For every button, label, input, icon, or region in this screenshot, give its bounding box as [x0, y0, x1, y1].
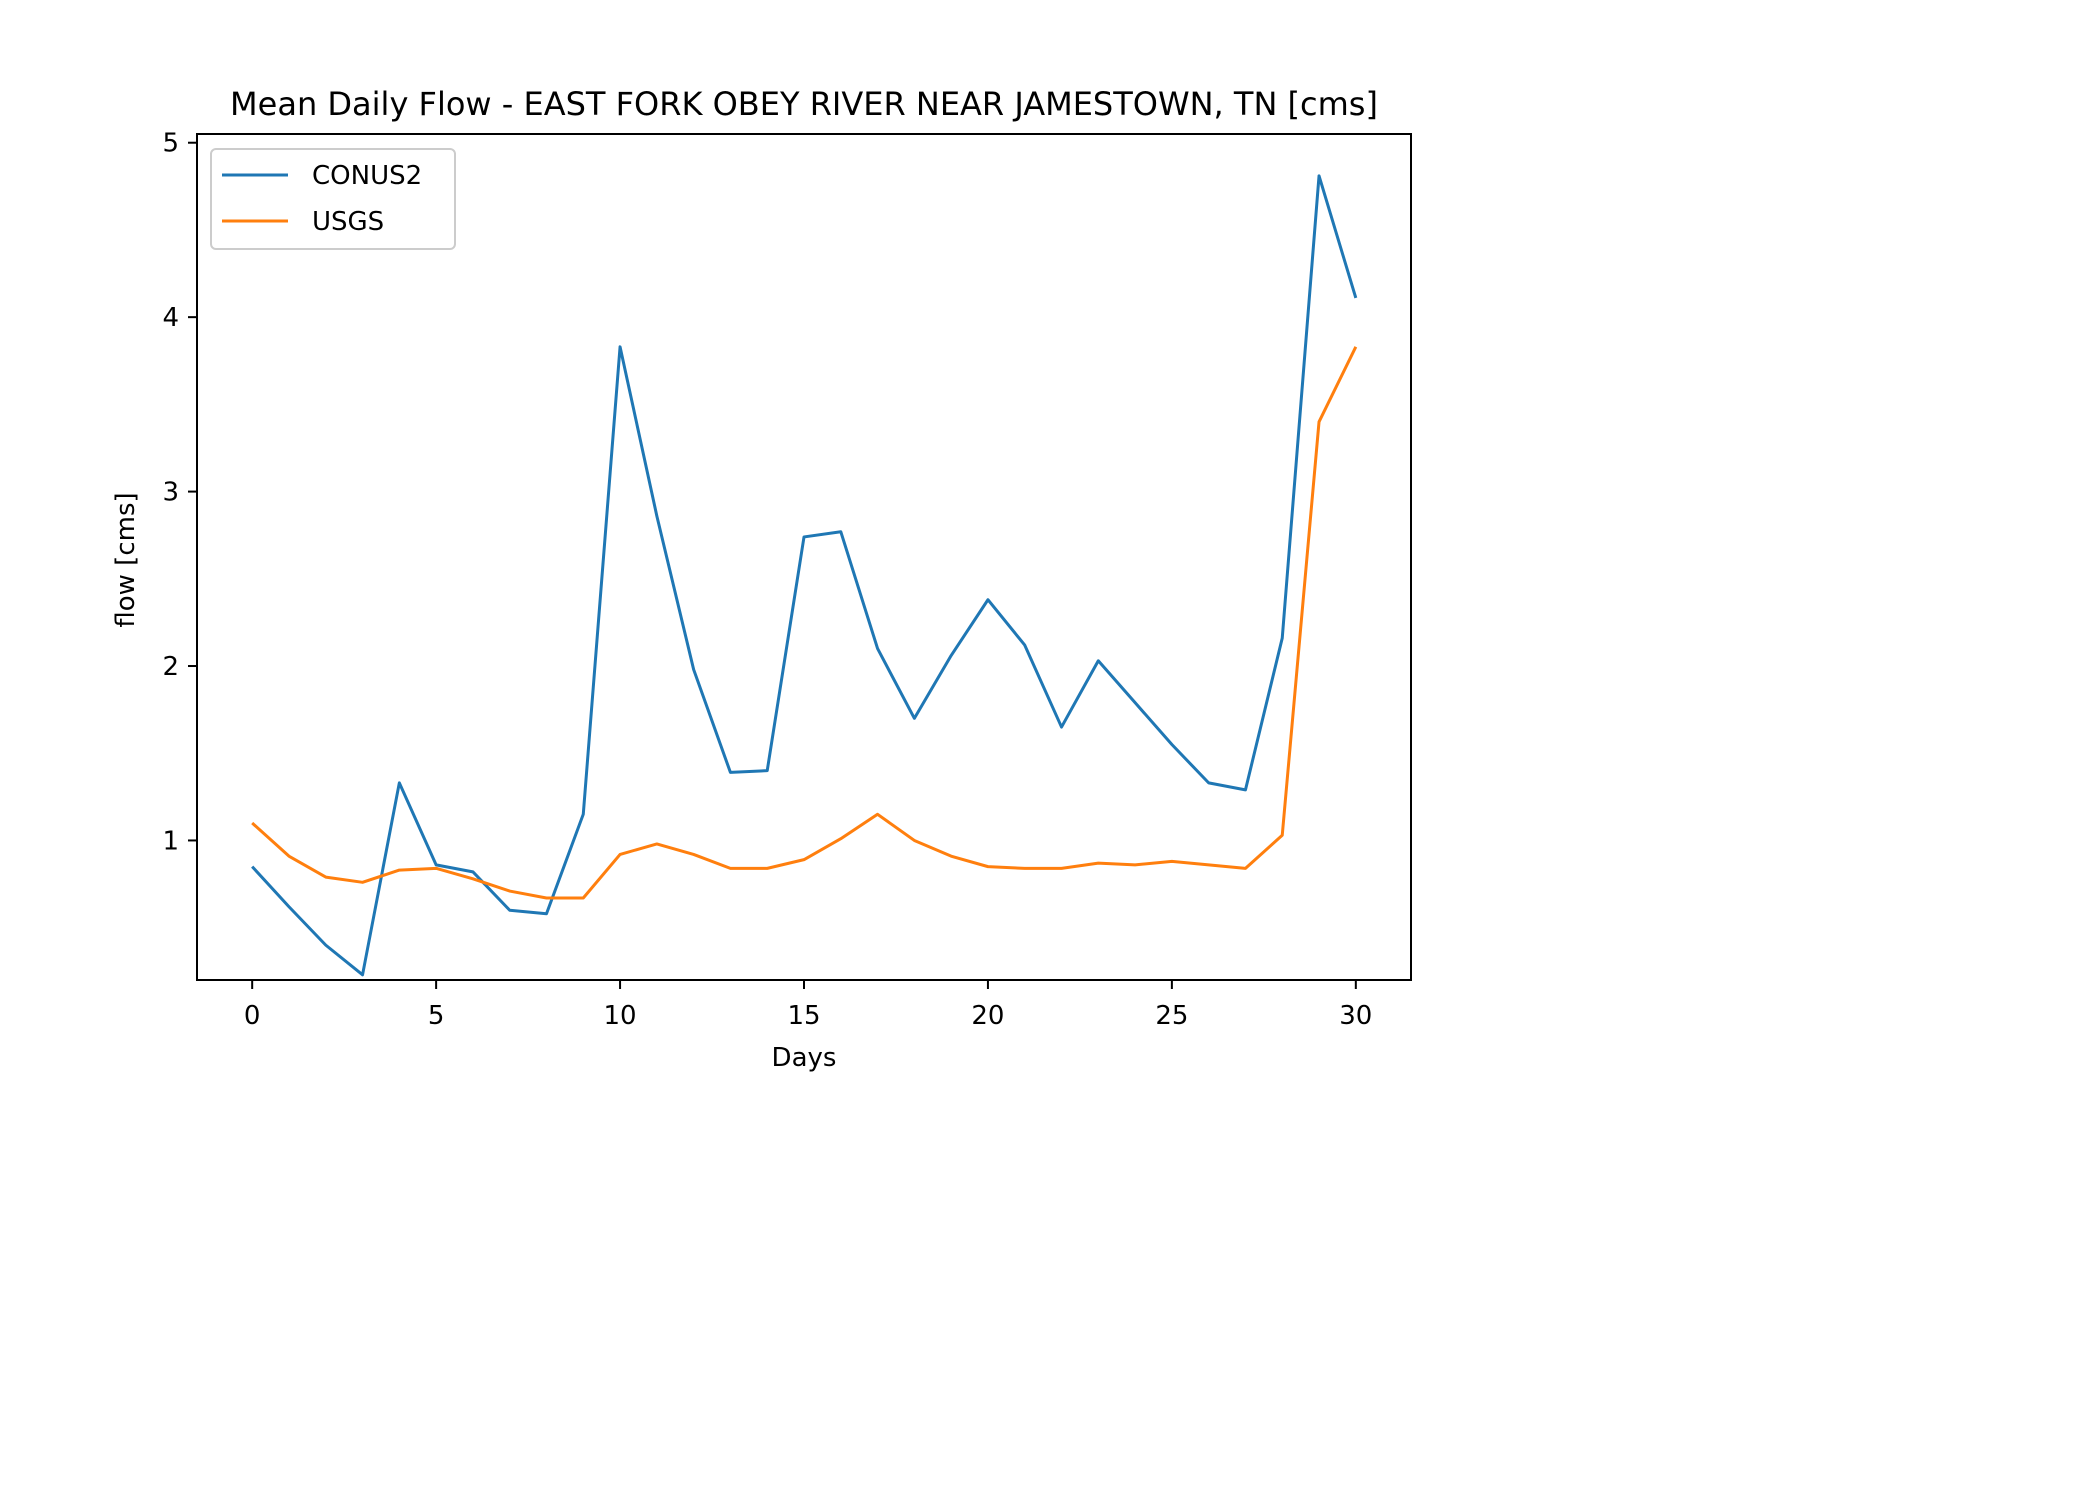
x-tick-label: 25 — [1155, 1001, 1188, 1031]
line-chart: Mean Daily Flow - EAST FORK OBEY RIVER N… — [111, 85, 1412, 1073]
axes-frame — [196, 133, 1412, 981]
y-tick-label: 1 — [162, 826, 179, 856]
legend-label-usgs: USGS — [312, 207, 384, 237]
y-tick-label: 2 — [162, 652, 179, 682]
plot-area: 0 5 10 15 20 25 30 1 2 3 4 5 CONUS2 USGS — [162, 129, 1412, 1031]
x-axis-title: Days — [772, 1043, 837, 1073]
series-line-usgs — [251, 346, 1358, 900]
x-tick-label: 20 — [971, 1001, 1004, 1031]
series-line-conus2 — [251, 174, 1358, 977]
x-tick-label: 30 — [1339, 1001, 1372, 1031]
x-tick-label: 5 — [428, 1001, 445, 1031]
x-tick-label: 10 — [604, 1001, 637, 1031]
legend-label-conus2: CONUS2 — [312, 161, 422, 191]
y-tick-label: 5 — [162, 129, 179, 159]
y-tick-label: 4 — [162, 303, 179, 333]
x-tick-label: 0 — [244, 1001, 261, 1031]
x-tick-label: 15 — [787, 1001, 820, 1031]
chart-title: Mean Daily Flow - EAST FORK OBEY RIVER N… — [230, 85, 1378, 123]
y-tick-label: 3 — [162, 478, 179, 508]
y-axis-title: flow [cms] — [111, 492, 141, 627]
